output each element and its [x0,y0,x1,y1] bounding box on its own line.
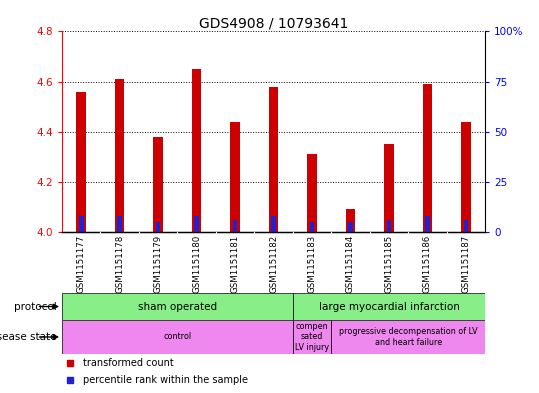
Bar [115,79,125,232]
Bar [62,320,293,354]
Bar [293,293,485,320]
Text: transformed count: transformed count [83,358,174,367]
Text: GSM1151177: GSM1151177 [77,235,86,293]
Bar [384,144,394,232]
Bar [348,222,353,232]
Bar [62,293,293,320]
Bar [423,84,432,232]
Text: GSM1151178: GSM1151178 [115,235,124,293]
Text: control: control [163,332,191,342]
Text: GSM1151186: GSM1151186 [423,235,432,293]
Text: GSM1151179: GSM1151179 [154,235,163,293]
Bar [461,121,471,232]
Bar [293,320,331,354]
Text: GSM1151184: GSM1151184 [346,235,355,293]
Bar [307,154,317,232]
Bar [271,216,276,232]
Text: protocol: protocol [14,301,57,312]
Bar [310,222,314,232]
Title: GDS4908 / 10793641: GDS4908 / 10793641 [199,16,348,30]
Bar [425,216,430,232]
Text: GSM1151181: GSM1151181 [231,235,239,293]
Bar [153,137,163,232]
Bar [233,220,237,232]
Text: GSM1151182: GSM1151182 [269,235,278,293]
Bar [79,216,84,232]
Bar [345,209,355,232]
Text: GSM1151185: GSM1151185 [384,235,393,293]
Text: disease state: disease state [0,332,57,342]
Text: percentile rank within the sample: percentile rank within the sample [83,375,248,385]
Text: sham operated: sham operated [138,301,217,312]
Bar [386,220,391,232]
Bar [230,121,240,232]
Bar [331,320,485,354]
Text: large myocardial infarction: large myocardial infarction [319,301,459,312]
Bar [156,222,161,232]
Bar [118,216,122,232]
Text: compen
sated
LV injury: compen sated LV injury [295,322,329,352]
Bar [194,216,199,232]
Bar [269,86,278,232]
Text: GSM1151183: GSM1151183 [308,235,316,293]
Bar [464,220,468,232]
Bar [77,92,86,232]
Text: GSM1151187: GSM1151187 [461,235,471,293]
Text: GSM1151180: GSM1151180 [192,235,201,293]
Text: progressive decompensation of LV
and heart failure: progressive decompensation of LV and hea… [339,327,478,347]
Bar [192,69,202,232]
